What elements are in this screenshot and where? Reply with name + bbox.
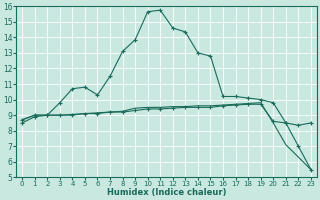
X-axis label: Humidex (Indice chaleur): Humidex (Indice chaleur)	[107, 188, 226, 197]
